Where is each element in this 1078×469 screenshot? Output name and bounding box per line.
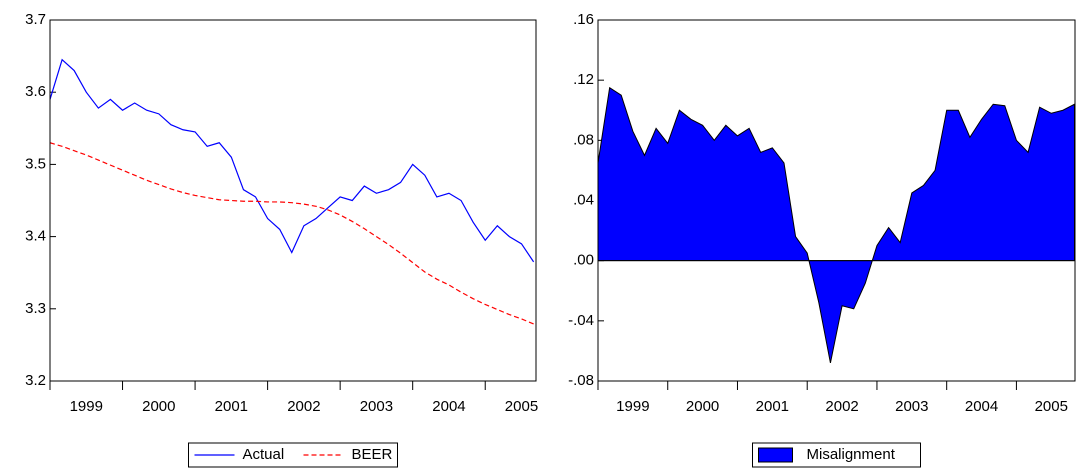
series-line	[49, 58, 535, 263]
x-tick-label: 1999	[70, 398, 103, 415]
y-tick-label: .00	[573, 252, 594, 269]
x-tick-label: 2005	[1035, 398, 1068, 415]
x-tick-label: 2001	[215, 398, 248, 415]
y-tick-label: .12	[573, 71, 594, 88]
legend-label: BEER	[352, 446, 393, 463]
series-line	[49, 142, 534, 325]
x-tick-label: 2004	[432, 398, 465, 415]
x-tick-label: 2001	[756, 398, 789, 415]
y-tick-label: .04	[573, 191, 594, 208]
x-tick-label: 1999	[616, 398, 649, 415]
x-tick-label: 2002	[825, 398, 858, 415]
y-tick-label: 3.4	[25, 228, 46, 245]
legend-box	[752, 442, 921, 468]
x-tick-label: 2002	[287, 398, 320, 415]
x-tick-label: 2000	[142, 398, 175, 415]
legend-swatch	[758, 447, 793, 463]
legend-label: Actual	[243, 446, 285, 463]
plot-frame	[597, 19, 1076, 382]
y-tick-label: .16	[573, 11, 594, 28]
y-tick-label: 3.2	[25, 372, 46, 389]
x-tick-label: 2004	[965, 398, 998, 415]
y-tick-label: 3.7	[25, 11, 46, 28]
x-tick-label: 2003	[360, 398, 393, 415]
y-tick-label: 3.3	[25, 300, 46, 317]
plot-frame	[49, 19, 537, 382]
y-tick-label: .08	[573, 131, 594, 148]
x-tick-label: 2000	[686, 398, 719, 415]
y-tick-label: 3.6	[25, 83, 46, 100]
y-tick-label: 3.5	[25, 155, 46, 172]
series-area	[597, 86, 1076, 364]
y-tick-label: -.08	[568, 372, 594, 389]
x-tick-label: 2003	[895, 398, 928, 415]
x-tick-label: 2005	[505, 398, 538, 415]
y-tick-label: -.04	[568, 312, 594, 329]
legend-label: Misalignment	[807, 446, 896, 463]
